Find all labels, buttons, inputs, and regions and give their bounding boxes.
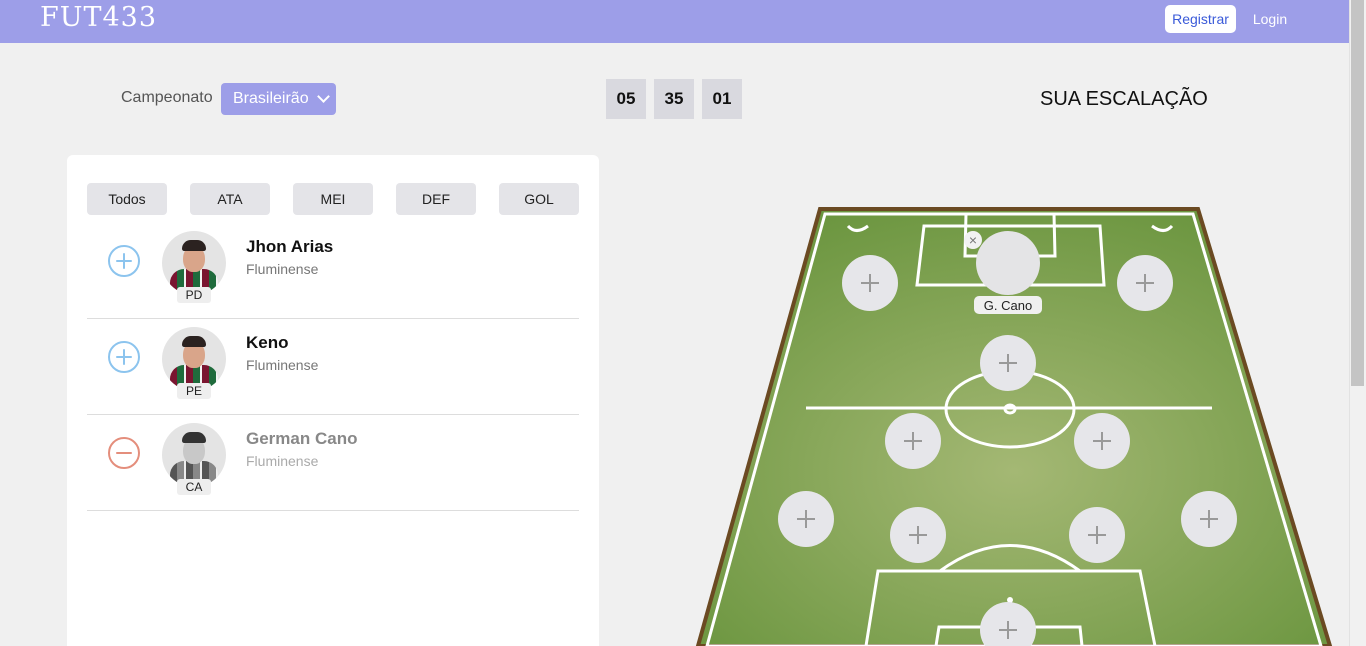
player-avatar	[162, 423, 226, 487]
position-badge: PE	[177, 383, 211, 399]
chevron-down-icon	[316, 90, 330, 103]
lineup-slot[interactable]	[885, 413, 941, 469]
filter-gol[interactable]: GOL	[499, 183, 579, 215]
player-name: German Cano	[246, 429, 358, 448]
lineup-slot[interactable]	[980, 335, 1036, 391]
player-team: Fluminense	[246, 453, 319, 469]
player-row: PE Keno Fluminense	[87, 319, 579, 415]
player-team: Fluminense	[246, 261, 319, 277]
lineup-slot[interactable]	[1117, 255, 1173, 311]
selected-player-name: G. Cano	[974, 296, 1042, 314]
filter-mei[interactable]: MEI	[293, 183, 373, 215]
plus-circle-icon[interactable]	[108, 341, 140, 373]
logo[interactable]: FUT433	[40, 2, 158, 33]
players-panel: Todos ATA MEI DEF GOL PD Jhon Arias Flum…	[67, 155, 599, 646]
championship-selected-value: Brasileirão	[233, 90, 309, 107]
player-avatar	[162, 327, 226, 391]
top-navbar: FUT433 Registrar Login	[0, 0, 1366, 43]
position-badge: CA	[177, 479, 211, 495]
timer-minutes: 35	[654, 79, 694, 119]
lineup-slot[interactable]	[842, 255, 898, 311]
lineup-slot[interactable]	[1074, 413, 1130, 469]
timer-seconds: 01	[702, 79, 742, 119]
lineup-slot[interactable]	[1181, 491, 1237, 547]
filter-ata[interactable]: ATA	[190, 183, 270, 215]
timer-hours: 05	[606, 79, 646, 119]
player-avatar	[162, 231, 226, 295]
selected-player-slot[interactable]	[976, 231, 1040, 295]
scrollbar-thumb[interactable]	[1351, 0, 1364, 386]
lineup-slot[interactable]	[890, 507, 946, 563]
filter-todos[interactable]: Todos	[87, 183, 167, 215]
lineup-title: SUA ESCALAÇÃO	[1040, 88, 1208, 110]
close-icon[interactable]: ×	[964, 231, 982, 249]
player-name: Jhon Arias	[246, 237, 334, 256]
player-team: Fluminense	[246, 357, 319, 373]
championship-select[interactable]: Brasileirão	[221, 83, 336, 115]
plus-circle-icon[interactable]	[108, 245, 140, 277]
lineup-slot[interactable]	[1069, 507, 1125, 563]
lineup-slot[interactable]	[778, 491, 834, 547]
position-badge: PD	[177, 287, 211, 303]
championship-label: Campeonato	[121, 89, 213, 106]
player-row: PD Jhon Arias Fluminense	[87, 223, 579, 319]
minus-circle-icon[interactable]	[108, 437, 140, 469]
player-row: CA German Cano Fluminense	[87, 415, 579, 511]
login-button[interactable]: Login	[1252, 11, 1288, 27]
football-pitch	[695, 207, 1333, 646]
register-button[interactable]: Registrar	[1165, 5, 1236, 33]
filter-def[interactable]: DEF	[396, 183, 476, 215]
lineup-slot[interactable]	[980, 602, 1036, 646]
player-name: Keno	[246, 333, 289, 352]
